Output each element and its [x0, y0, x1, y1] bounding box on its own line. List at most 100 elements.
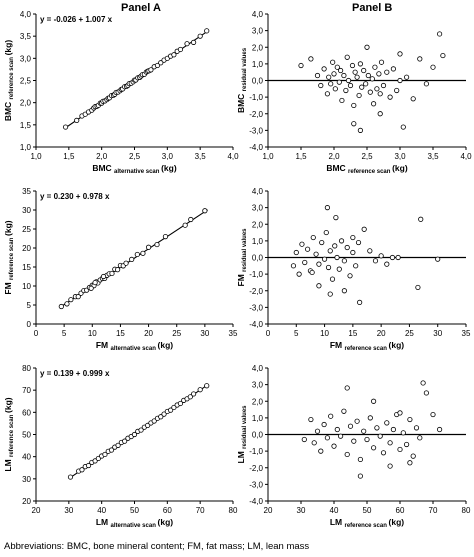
x-tick-label: 35 — [462, 329, 471, 338]
data-point — [436, 426, 443, 433]
data-point — [296, 271, 302, 277]
data-point — [191, 391, 197, 397]
data-point — [328, 81, 334, 87]
data-point — [397, 446, 403, 453]
panel-b-title: Panel B — [352, 2, 393, 14]
x-tick-label: 3,0 — [162, 152, 174, 161]
data-point — [334, 254, 340, 261]
data-point — [301, 436, 307, 443]
data-point — [145, 244, 152, 250]
y-tick-label: 4,0 — [252, 10, 264, 19]
x-axis-label: BMC reference scan (kg) — [326, 163, 408, 175]
data-point — [440, 52, 446, 59]
x-tick-label: 30 — [297, 506, 306, 515]
data-point — [330, 59, 336, 65]
data-point — [134, 251, 140, 258]
x-tick-label: 10 — [88, 329, 97, 338]
data-point — [343, 87, 349, 94]
data-point — [395, 254, 401, 261]
x-tick-label: 0 — [34, 329, 39, 338]
data-point — [413, 425, 420, 431]
data-point — [367, 415, 373, 421]
y-tick-label: 2,0 — [252, 43, 264, 52]
x-tick-label: 80 — [229, 506, 238, 515]
x-tick-label: 3,5 — [195, 152, 207, 161]
y-tick-label: 20 — [22, 497, 31, 506]
data-point — [344, 244, 350, 251]
y-tick-label: 1,0 — [252, 414, 264, 423]
chart-a-row-0: 1,0 1,5 2,0 2,5 3,0 3,5 4,0 1,0 1,5 2,0 2,5 3,0 3,5 4… — [3, 10, 239, 175]
data-point — [370, 101, 377, 107]
data-point — [331, 443, 337, 449]
data-point — [356, 92, 362, 99]
x-tick-label: 1,0 — [30, 152, 42, 161]
data-point — [435, 256, 441, 262]
y-tick-label: 2,0 — [252, 397, 264, 406]
data-point — [384, 420, 390, 426]
data-point — [323, 229, 329, 236]
data-point — [374, 86, 380, 92]
x-tick-label: 2,0 — [96, 152, 108, 161]
y-tick-label: 80 — [22, 364, 31, 373]
y-axis-label: FM reference scan (kg) — [3, 220, 15, 294]
data-point — [397, 77, 403, 84]
data-point — [197, 33, 203, 39]
x-tick-label: 30 — [200, 329, 209, 338]
y-tick-label: 3,0 — [252, 204, 264, 213]
regression-equation: y = 0.139 + 0.999 x — [40, 369, 110, 378]
data-point — [351, 438, 357, 444]
data-point — [361, 428, 367, 434]
y-tick-label: 50 — [22, 431, 31, 440]
x-tick-label: 4,0 — [227, 152, 239, 161]
x-axis-label: FM alternative scan (kg) — [96, 340, 173, 352]
data-point — [407, 460, 413, 466]
data-point — [311, 440, 317, 446]
data-point — [177, 46, 184, 53]
data-point — [397, 51, 403, 57]
data-point — [378, 59, 385, 65]
y-tick-label: 3,0 — [252, 381, 264, 390]
data-point — [350, 234, 356, 241]
x-tick-label: 30 — [433, 329, 442, 338]
data-point — [293, 249, 299, 256]
y-axis-label: FM residual values — [236, 228, 248, 287]
data-point — [387, 440, 393, 446]
data-point — [377, 111, 383, 117]
data-point — [344, 451, 350, 458]
data-point — [151, 418, 157, 424]
data-point — [85, 462, 92, 469]
x-tick-label: 1,0 — [262, 152, 274, 161]
y-tick-label: 4,0 — [20, 10, 32, 19]
y-tick-label: 1,0 — [20, 143, 32, 152]
data-point — [321, 256, 328, 262]
data-point — [177, 400, 184, 407]
data-point — [341, 288, 347, 294]
x-tick-label: 30 — [64, 506, 73, 515]
x-tick-label: 50 — [363, 506, 372, 515]
data-point — [377, 91, 383, 97]
data-point — [364, 436, 370, 443]
data-point — [370, 445, 377, 451]
data-point — [355, 239, 362, 246]
x-axis-label: FM reference scan (kg) — [330, 340, 404, 352]
y-tick-label: -3,0 — [249, 303, 263, 312]
x-tick-label: 40 — [330, 506, 339, 515]
data-point — [397, 410, 403, 416]
data-point — [341, 408, 347, 414]
x-tick-label: 20 — [32, 506, 41, 515]
regression-equation: y = -0.026 + 1.007 x — [40, 15, 113, 24]
y-tick-label: 1,0 — [252, 60, 264, 69]
data-point — [310, 234, 316, 241]
data-point — [88, 285, 94, 291]
x-tick-label: 60 — [163, 506, 172, 515]
data-point — [313, 251, 319, 257]
y-axis-label: LM reference scan (kg) — [3, 397, 15, 471]
data-point — [316, 261, 322, 267]
data-point — [357, 127, 363, 133]
x-tick-label: 20 — [144, 329, 153, 338]
data-point — [188, 216, 194, 223]
data-point — [79, 467, 85, 473]
y-tick-label: -3,0 — [249, 480, 263, 489]
data-point — [158, 60, 164, 66]
data-point — [341, 258, 347, 264]
